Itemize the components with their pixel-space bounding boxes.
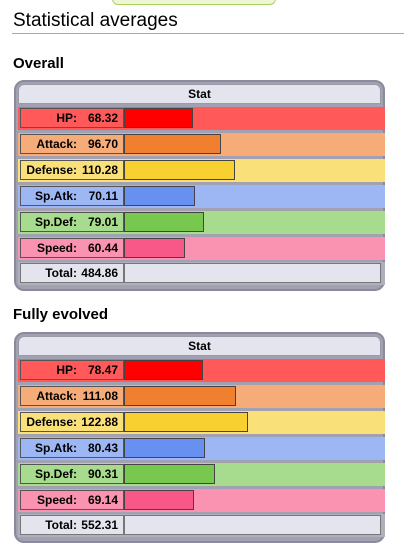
stat-name: Total:: [45, 266, 77, 280]
stat-value: 79.01: [87, 215, 118, 229]
stat-row-speed: Speed: 69.14: [18, 489, 385, 512]
total-track: [124, 515, 381, 535]
stat-value: 552.31: [81, 518, 118, 532]
stat-value: 80.43: [87, 441, 118, 455]
stat-label: Defense: 122.88: [20, 412, 124, 432]
stat-row-total: Total: 552.31: [18, 514, 385, 537]
stat-row-hp: HP: 68.32: [18, 107, 385, 130]
stat-name: Sp.Def:: [35, 215, 77, 229]
stat-label: Speed: 60.44: [20, 238, 124, 258]
section-title: Overall: [13, 55, 64, 72]
stat-row-defense: Defense: 110.28: [18, 159, 385, 182]
stat-value: 69.14: [87, 493, 118, 507]
stat-name: Sp.Atk:: [35, 189, 77, 203]
stat-value: 111.08: [82, 389, 118, 403]
stat-bar-spdef: [124, 212, 204, 232]
stat-label: Sp.Def: 90.31: [20, 464, 124, 484]
stat-bar-spatk: [124, 438, 205, 458]
stat-name: Speed:: [36, 241, 77, 255]
page-heading: Statistical averages: [13, 10, 178, 31]
stat-label: HP: 78.47: [20, 360, 124, 380]
stat-label: Sp.Atk: 80.43: [20, 438, 124, 458]
stat-value: 110.28: [81, 163, 118, 177]
stat-row-attack: Attack: 96.70: [18, 133, 385, 156]
stat-name: Sp.Atk:: [35, 441, 77, 455]
stat-label: HP: 68.32: [20, 108, 124, 128]
stat-value: 484.86: [81, 266, 118, 280]
stat-name: Defense:: [26, 163, 77, 177]
stat-name: Sp.Def:: [35, 467, 77, 481]
stat-table-header: Stat: [18, 336, 381, 356]
stat-value: 90.31: [87, 467, 118, 481]
stat-value: 96.70: [87, 137, 118, 151]
stat-label: Speed: 69.14: [20, 490, 124, 510]
stat-name: Speed:: [36, 493, 77, 507]
stat-bar-spatk: [124, 186, 195, 206]
stat-bar-defense: [124, 412, 248, 432]
stat-value: 68.32: [87, 111, 118, 125]
stat-bar-attack: [124, 386, 236, 406]
stat-value: 122.88: [81, 415, 118, 429]
stat-row-spatk: Sp.Atk: 80.43: [18, 437, 385, 460]
stat-name: HP:: [56, 111, 77, 125]
stat-label: Sp.Def: 79.01: [20, 212, 124, 232]
stat-bar-hp: [124, 360, 203, 380]
stat-row-attack: Attack: 111.08: [18, 385, 385, 408]
section-title: Fully evolved: [13, 306, 109, 323]
stat-label: Defense: 110.28: [20, 160, 124, 180]
stat-table: Stat HP: 78.47 Attack: 111.08 Defense: 122.88 S…: [14, 332, 385, 543]
heading-divider: [12, 33, 404, 34]
stat-table-header: Stat: [18, 84, 381, 104]
stat-name: Defense:: [26, 415, 77, 429]
stat-table: Stat HP: 68.32 Attack: 96.70 Defense: 110.28 Sp…: [14, 80, 385, 291]
stat-name: Total:: [45, 518, 77, 532]
top-decoration: [112, 0, 276, 5]
stat-value: 60.44: [87, 241, 118, 255]
stat-label: Attack: 111.08: [20, 386, 124, 406]
stat-row-spdef: Sp.Def: 90.31: [18, 463, 385, 486]
stat-value: 78.47: [87, 363, 118, 377]
stat-row-speed: Speed: 60.44: [18, 237, 385, 260]
stat-bar-defense: [124, 160, 235, 180]
stat-row-hp: HP: 78.47: [18, 359, 385, 382]
stat-row-total: Total: 484.86: [18, 262, 385, 285]
stat-value: 70.11: [88, 189, 118, 203]
stat-label: Total: 484.86: [20, 263, 124, 283]
stat-row-defense: Defense: 122.88: [18, 411, 385, 434]
stat-name: Attack:: [36, 137, 77, 151]
stat-label: Attack: 96.70: [20, 134, 124, 154]
stat-bar-attack: [124, 134, 221, 154]
stat-row-spdef: Sp.Def: 79.01: [18, 211, 385, 234]
stat-name: HP:: [56, 363, 77, 377]
stat-bar-spdef: [124, 464, 215, 484]
stat-bar-hp: [124, 108, 193, 128]
total-track: [124, 263, 381, 283]
stat-label: Sp.Atk: 70.11: [20, 186, 124, 206]
stat-bar-speed: [124, 490, 194, 510]
stat-name: Attack:: [36, 389, 77, 403]
stat-bar-speed: [124, 238, 185, 258]
stat-row-spatk: Sp.Atk: 70.11: [18, 185, 385, 208]
stat-label: Total: 552.31: [20, 515, 124, 535]
